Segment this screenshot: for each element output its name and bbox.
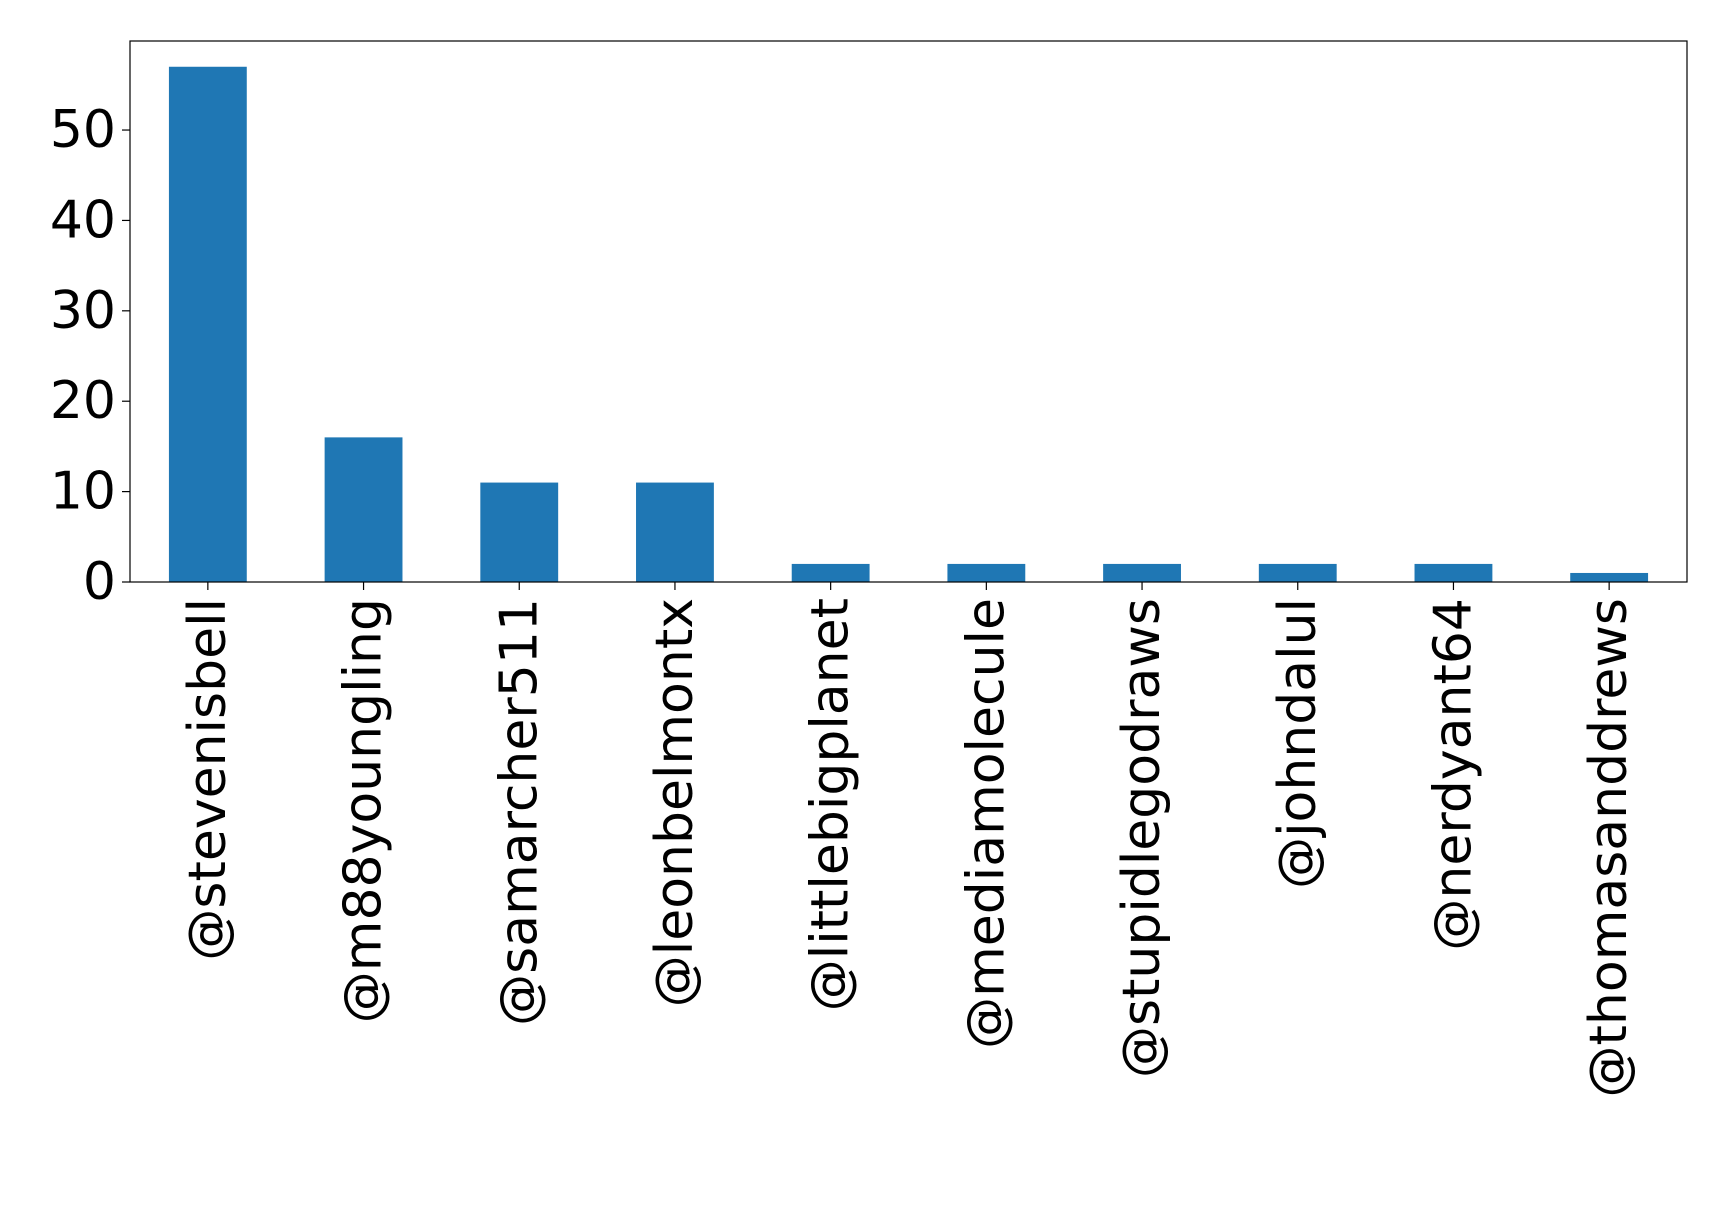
x-tick-label: @littlebigplanet (801, 598, 861, 1011)
plot-frame (129, 40, 1688, 583)
x-tick-label: @nerdyant64 (1423, 598, 1483, 951)
bar (1258, 563, 1337, 582)
x-tick-label: @thomasanddrews (1579, 598, 1639, 1097)
x-tick-label: @stevenisbell (178, 598, 238, 961)
y-tick-label: 10 (50, 462, 116, 522)
bar (636, 482, 714, 582)
x-tick-label: @mediamolecule (956, 598, 1016, 1049)
x-tick-label: @stupidlegodraws (1112, 598, 1172, 1078)
bar (324, 437, 403, 582)
bar (791, 563, 870, 582)
x-tick-label: @samarcher511 (489, 598, 549, 1026)
bar (168, 66, 247, 582)
x-tick-label: @johndalul (1268, 598, 1328, 889)
bar (1570, 572, 1649, 582)
y-tick-label: 50 (50, 100, 116, 160)
x-tick-label: @leonbelmontx (645, 598, 705, 1007)
y-tick-label: 20 (50, 371, 116, 431)
y-tick-label: 30 (50, 281, 116, 341)
bar (947, 563, 1026, 582)
y-tick-label: 40 (50, 190, 116, 250)
bar (1414, 563, 1493, 582)
y-tick-label: 0 (83, 552, 116, 612)
bar (480, 482, 559, 582)
bar (1103, 563, 1181, 582)
x-tick-label: @m88youngling (334, 598, 394, 1023)
